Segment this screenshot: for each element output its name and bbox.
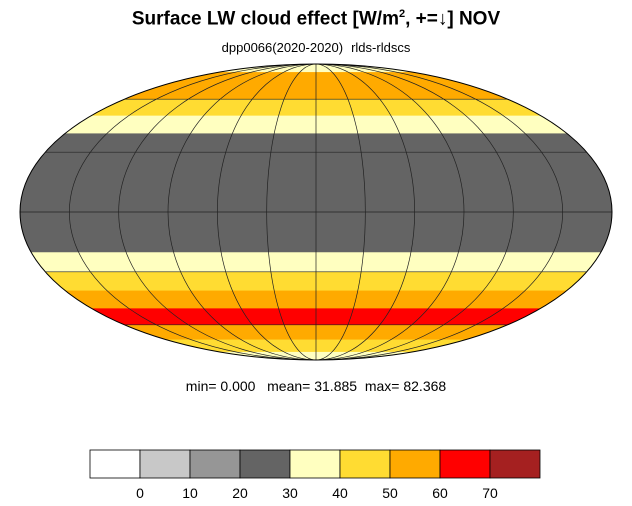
title-tail: , +=↓] NOV bbox=[405, 8, 501, 30]
meridian-line bbox=[216, 64, 416, 360]
colorbar-tick-label: 20 bbox=[232, 485, 248, 500]
meridian-line bbox=[118, 64, 514, 360]
colorbar-tick-label: 30 bbox=[282, 485, 298, 500]
colorbar-tick-label: 0 bbox=[136, 485, 144, 500]
colorbar-box-1 bbox=[139, 449, 191, 479]
statistics-line: min= 0.000 mean= 31.885 max= 82.368 bbox=[0, 378, 632, 394]
colorbar-tick-label: 70 bbox=[482, 485, 498, 500]
mean-value: 31.885 bbox=[314, 378, 358, 394]
title-superscript: 2 bbox=[398, 8, 406, 20]
meridian-line bbox=[266, 64, 366, 360]
colorbar-box-8 bbox=[489, 449, 541, 479]
max-value: 82.368 bbox=[403, 378, 447, 394]
subtitle-variable: rlds-rldscs bbox=[351, 40, 411, 55]
colorbar-tick-label: 50 bbox=[382, 485, 398, 500]
max-label: max= bbox=[364, 378, 400, 394]
chart-title: Surface LW cloud effect [W/m2, +=↓] NOV bbox=[0, 8, 632, 30]
colorbar-box-7 bbox=[439, 449, 491, 479]
meridian-line bbox=[167, 64, 465, 360]
colorbar: 0 10 20 30 40 50 60 70 bbox=[89, 449, 541, 500]
colorbar-box-0 bbox=[89, 449, 141, 479]
colorbar-box-3 bbox=[239, 449, 291, 479]
colorbar-tick-label: 60 bbox=[432, 485, 448, 500]
map-plot bbox=[19, 63, 613, 361]
title-text: Surface LW cloud effect [W/m bbox=[131, 8, 399, 30]
colorbar-box-5 bbox=[339, 449, 391, 479]
colorbar-box-2 bbox=[189, 449, 241, 479]
min-value: 0.000 bbox=[220, 378, 256, 394]
chart-subtitle: dpp0066(2020-2020) rlds-rldscs bbox=[0, 40, 632, 55]
colorbar-box-4 bbox=[289, 449, 341, 479]
colorbar-tick-label: 40 bbox=[332, 485, 348, 500]
min-label: min= bbox=[185, 378, 217, 394]
graticule bbox=[20, 64, 612, 360]
mean-label: mean= bbox=[267, 378, 311, 394]
colorbar-tick-label: 10 bbox=[182, 485, 198, 500]
map-border bbox=[19, 63, 613, 361]
colorbar-box-6 bbox=[389, 449, 441, 479]
meridian-line bbox=[68, 64, 564, 360]
subtitle-experiment: dpp0066(2020-2020) bbox=[221, 40, 344, 55]
